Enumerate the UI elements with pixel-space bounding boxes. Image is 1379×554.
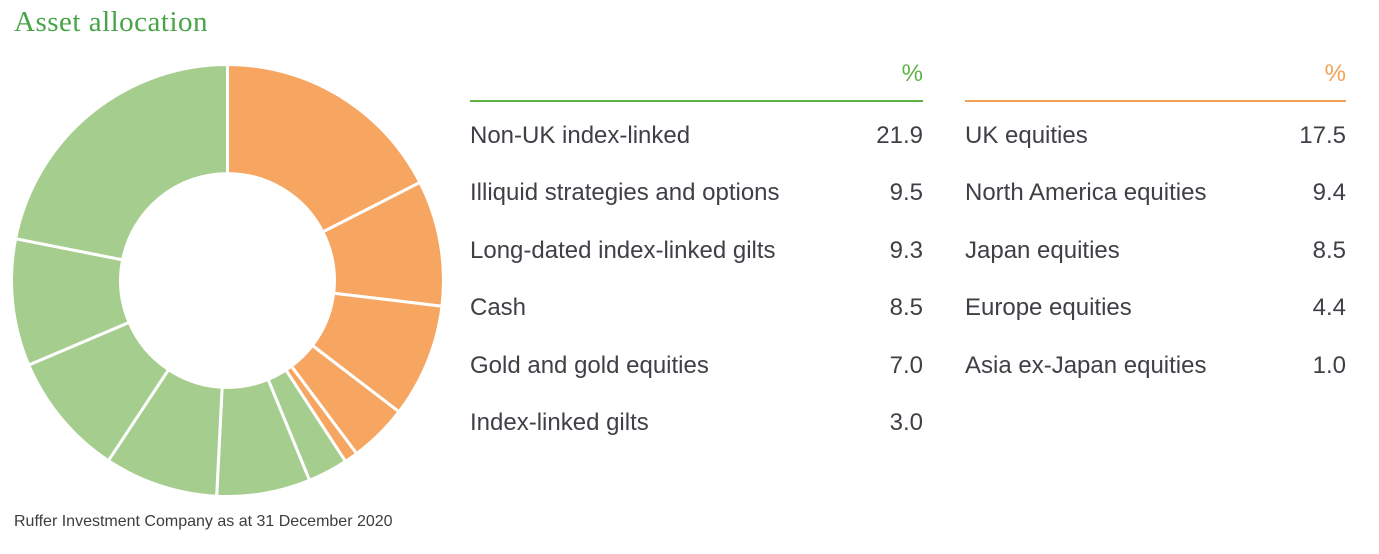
asset-label: Cash xyxy=(470,294,527,322)
asset-label: Index-linked gilts xyxy=(470,409,649,437)
table-row-gold-and-gold-equities: Gold and gold equities 7.0 xyxy=(470,337,923,395)
donut-chart-svg xyxy=(10,63,445,498)
asset-label: Non-UK index-linked xyxy=(470,121,691,149)
equity-allocation-table: % UK equities 17.5 North America equities 9.… xyxy=(965,56,1346,395)
table-row-europe-equities: Europe equities 4.4 xyxy=(965,280,1346,338)
asset-value: 7.0 xyxy=(889,351,923,379)
table-row-japan-equities: Japan equities 8.5 xyxy=(965,222,1346,280)
table-row-illiquid-strategies-and-options: Illiquid strategies and options 9.5 xyxy=(470,165,923,223)
table-rows: Non-UK index-linked 21.9 Illiquid strategi… xyxy=(470,107,923,452)
asset-value: 1.0 xyxy=(1312,351,1346,379)
header-rule xyxy=(965,100,1346,102)
asset-value: 9.4 xyxy=(1312,179,1346,207)
table-row-non-uk-index-linked: Non-UK index-linked 21.9 xyxy=(470,107,923,165)
table-row-asia-ex-japan-equities: Asia ex-Japan equities 1.0 xyxy=(965,337,1346,395)
asset-label: Europe equities xyxy=(965,294,1132,322)
asset-label: Gold and gold equities xyxy=(470,351,709,379)
donut-chart xyxy=(9,62,446,499)
asset-label: Illiquid strategies and options xyxy=(470,179,780,207)
asset-value: 3.0 xyxy=(889,409,923,437)
asset-label: Long-dated index-linked gilts xyxy=(470,236,776,264)
asset-value: 9.5 xyxy=(889,179,923,207)
header-rule xyxy=(470,100,923,102)
source-note: Ruffer Investment Company as at 31 Decem… xyxy=(14,513,393,530)
table-rows: UK equities 17.5 North America equities 9.4… xyxy=(965,107,1346,395)
asset-value: 21.9 xyxy=(876,121,923,149)
table-row-uk-equities: UK equities 17.5 xyxy=(965,107,1346,165)
asset-label: Japan equities xyxy=(965,236,1120,264)
asset-value: 17.5 xyxy=(1299,121,1346,149)
percent-column-header: % xyxy=(1324,60,1346,87)
asset-label: Asia ex-Japan equities xyxy=(965,351,1207,379)
asset-label: North America equities xyxy=(965,179,1207,207)
page-title: Asset allocation xyxy=(14,6,209,38)
asset-label: UK equities xyxy=(965,121,1088,149)
asset-value: 8.5 xyxy=(889,294,923,322)
donut-segment-uk-equities xyxy=(226,63,422,234)
asset-value: 4.4 xyxy=(1312,294,1346,322)
table-row-index-linked-gilts: Index-linked gilts 3.0 xyxy=(470,395,923,453)
non-equity-allocation-table: % Non-UK index-linked 21.9 Illiquid strateg… xyxy=(470,56,923,452)
table-row-long-dated-index-linked-gilts: Long-dated index-linked gilts 9.3 xyxy=(470,222,923,280)
donut-segment-non-uk-index-linked xyxy=(14,63,229,262)
asset-value: 8.5 xyxy=(1312,236,1346,264)
asset-value: 9.3 xyxy=(889,236,923,264)
percent-column-header: % xyxy=(901,60,923,87)
table-row-cash: Cash 8.5 xyxy=(470,280,923,338)
table-row-north-america-equities: North America equities 9.4 xyxy=(965,165,1346,223)
